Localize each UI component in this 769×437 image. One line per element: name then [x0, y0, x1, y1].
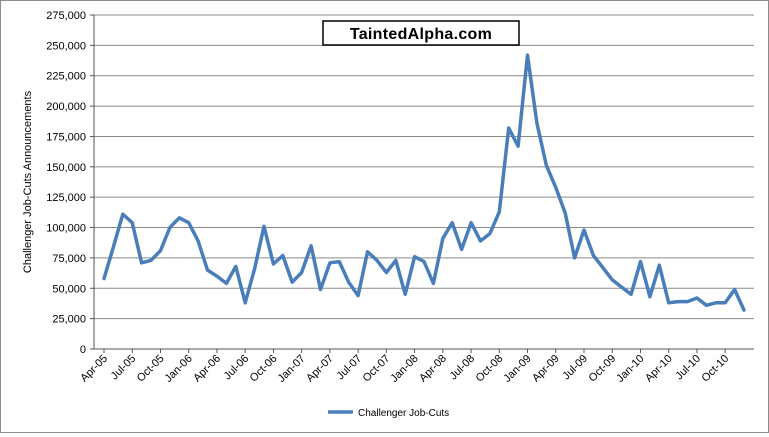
x-tick-label: Oct-05 [135, 353, 167, 385]
x-tick-label: Jan-10 [614, 353, 646, 385]
x-tick-label: Jan-08 [388, 353, 420, 385]
x-tick-label: Apr-06 [191, 353, 223, 385]
legend-label: Challenger Job-Cuts [358, 408, 449, 419]
axes [90, 14, 754, 353]
x-tick-label: Jul-05 [109, 353, 139, 383]
y-tick-label: 200,000 [46, 101, 86, 113]
y-tick-label: 25,000 [52, 314, 86, 326]
legend: Challenger Job-Cuts [328, 408, 449, 419]
y-axis-tick-labels: 0 25,000 50,000 75,000 100,000 125,000 150,000… [46, 10, 86, 356]
series-line-challenger-job-cuts [102, 53, 746, 312]
y-tick-label: 100,000 [46, 223, 86, 235]
x-tick-label: Jul-10 [673, 353, 703, 383]
x-tick-label: Jan-09 [501, 353, 533, 385]
y-tick-label: 0 [80, 344, 86, 356]
x-tick-label: Jul-07 [335, 353, 365, 383]
x-tick-label: Jan-07 [275, 353, 307, 385]
x-tick-label: Apr-07 [304, 353, 336, 385]
plot-area [94, 15, 754, 349]
logo-text: TaintedAlpha.com [350, 26, 492, 43]
y-tick-label: 225,000 [46, 71, 86, 83]
x-tick-label: Jul-06 [222, 353, 252, 383]
x-tick-label: Apr-09 [530, 353, 562, 385]
y-tick-label: 75,000 [52, 253, 86, 265]
y-tick-label: 275,000 [46, 10, 86, 22]
x-tick-label: Apr-05 [78, 353, 110, 385]
x-axis-tick-labels: Apr-05Jul-05Oct-05Jan-06Apr-06Jul-06Oct-… [78, 353, 731, 385]
y-tick-label: 250,000 [46, 40, 86, 52]
logo: TaintedAlpha.com [322, 20, 520, 46]
x-tick-label: Apr-08 [417, 353, 449, 385]
x-tick-label: Oct-07 [361, 353, 393, 385]
y-axis-title: Challenger Job-Cuts Announcements [22, 90, 34, 273]
y-tick-label: 150,000 [46, 162, 86, 174]
series-lines [102, 53, 746, 312]
x-tick-label: Jan-06 [163, 353, 195, 385]
x-tick-label: Apr-10 [643, 353, 675, 385]
y-tick-label: 175,000 [46, 131, 86, 143]
x-tick-label: Jul-09 [560, 353, 590, 383]
x-tick-label: Jul-08 [448, 353, 478, 383]
x-tick-label: Oct-06 [248, 353, 280, 385]
x-tick-label: Oct-09 [587, 353, 619, 385]
x-tick-label: Oct-08 [474, 353, 506, 385]
y-tick-label: 125,000 [46, 192, 86, 204]
y-tick-label: 50,000 [52, 283, 86, 295]
x-tick-label: Oct-10 [699, 353, 731, 385]
